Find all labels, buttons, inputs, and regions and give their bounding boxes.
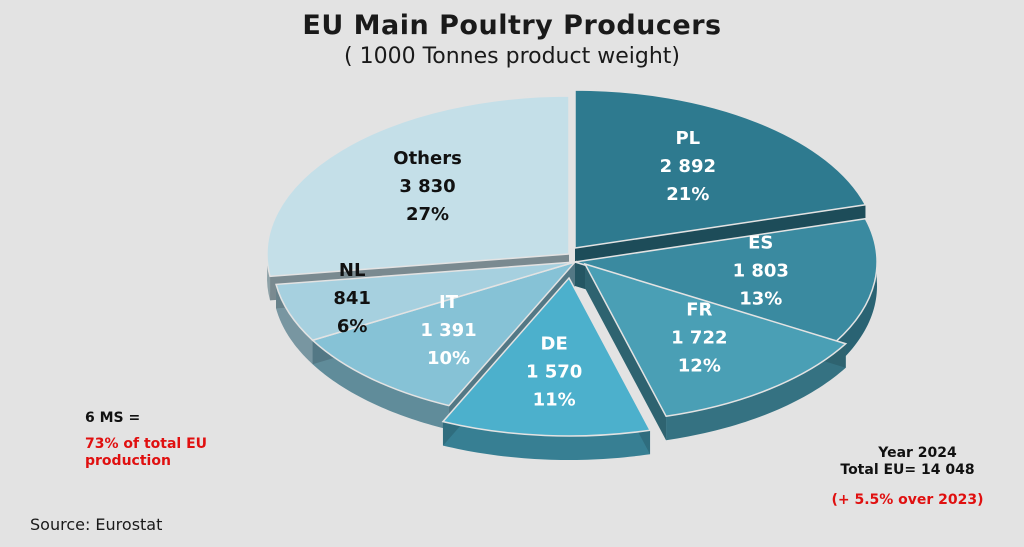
slice-percent-nl: 6%: [337, 316, 368, 337]
slice-percent-pl: 21%: [666, 184, 709, 205]
slice-value-pl: 2 892: [660, 156, 716, 177]
slice-label-es: ES 1 803 13%: [733, 232, 789, 309]
slice-percent-fr: 12%: [678, 356, 721, 377]
pie-slice-es: [574, 217, 878, 343]
slice-value-fr: 1 722: [671, 328, 727, 349]
pie-side-nl: [276, 284, 313, 365]
member-states-note: 6 MS =: [85, 410, 141, 426]
pie-slice-others: [266, 95, 570, 278]
pie-side-es: [835, 256, 877, 366]
pie-slice-it: [311, 260, 578, 407]
slice-value-nl: 841: [333, 288, 371, 309]
slice-name-fr: FR: [686, 300, 712, 321]
pie-edge-fr: [585, 264, 667, 441]
slice-name-others: Others: [393, 148, 462, 169]
pie-slice-pl: [574, 89, 867, 249]
slice-value-it: 1 391: [420, 320, 476, 341]
slice-label-fr: FR 1 722 12%: [671, 300, 727, 377]
pie-slice-nl: [275, 261, 576, 342]
chart-subtitle: ( 1000 Tonnes product weight): [344, 44, 680, 69]
pie-slice-de: [441, 276, 652, 437]
pie-side-fr: [666, 343, 846, 441]
slice-value-others: 3 830: [399, 176, 455, 197]
slice-label-others: Others 3 830 27%: [393, 148, 462, 225]
slice-name-de: DE: [541, 334, 568, 355]
slice-label-nl: NL 841 6%: [333, 260, 371, 337]
slice-percent-others: 27%: [406, 204, 449, 225]
slice-percent-it: 10%: [427, 348, 470, 369]
slice-value-es: 1 803: [733, 260, 789, 281]
slice-value-de: 1 570: [526, 362, 582, 383]
year-label: Year 2024: [878, 445, 957, 461]
slice-percent-de: 11%: [533, 390, 576, 411]
slice-name-it: IT: [439, 292, 459, 313]
slice-name-nl: NL: [339, 260, 366, 281]
member-states-share-note: 73% of total EU production: [85, 436, 208, 469]
slice-label-pl: PL 2 892 21%: [660, 128, 716, 205]
growth-note: (+ 5.5% over 2023): [831, 492, 984, 508]
slice-name-pl: PL: [675, 128, 700, 149]
source-note: Source: Eurostat: [30, 515, 163, 534]
slice-name-es: ES: [748, 232, 773, 253]
slice-label-it: IT 1 391 10%: [420, 292, 476, 369]
slice-percent-es: 13%: [739, 288, 782, 309]
pie-side-others: [267, 249, 271, 301]
pie-tops: PL 2 892 21% ES 1 803 13% FR 1 722 12% DE 1 570 11%…: [266, 89, 878, 437]
pie-side-it: [312, 340, 449, 430]
total-eu-label: Total EU= 14 048: [840, 462, 975, 478]
slice-label-de: DE 1 570 11%: [526, 334, 582, 411]
pie-slice-fr: [583, 262, 848, 418]
chart-title: EU Main Poultry Producers: [302, 10, 722, 41]
